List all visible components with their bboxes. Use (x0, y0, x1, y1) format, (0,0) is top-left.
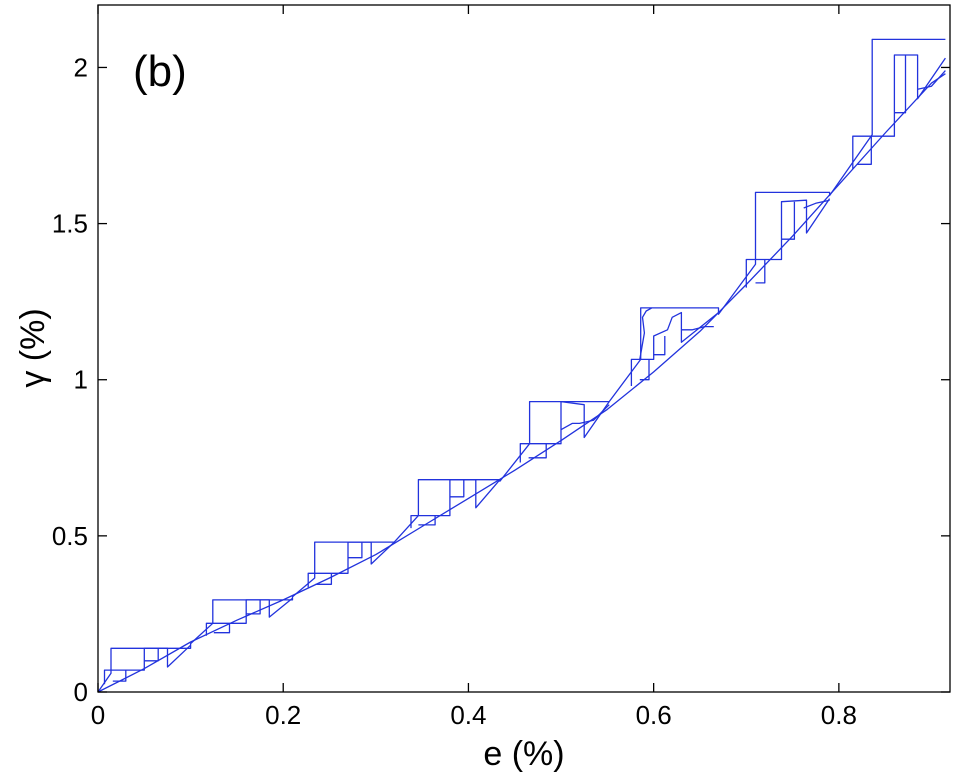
series-layer (97, 38, 946, 693)
ticks-layer: 0 0.2 0.4 0.6 0.8 0 0.5 1 1.5 2 (52, 5, 950, 730)
y-tick-label: 1 (74, 365, 88, 395)
series-line-12 (418, 515, 436, 526)
series-line-25 (803, 199, 830, 209)
series-line-5 (205, 597, 293, 636)
series-line-9 (315, 573, 333, 585)
x-tick-label: 0 (91, 700, 105, 730)
series-line-17 (630, 311, 719, 386)
series-line-19 (653, 336, 666, 356)
y-axis-label: γ (%) (14, 308, 52, 387)
series-line-10 (348, 542, 363, 559)
plot-frame (97, 4, 951, 693)
y-tick-label: 2 (74, 52, 88, 82)
x-tick-label: 0.4 (450, 700, 486, 730)
series-line-24 (781, 201, 796, 240)
series-line-28 (894, 55, 907, 114)
series-line-2 (103, 644, 192, 685)
series-line-15 (528, 443, 547, 459)
series-line-22 (745, 198, 831, 288)
series-line-4 (144, 648, 159, 662)
series-line-8 (307, 541, 395, 588)
series-line-14 (519, 400, 610, 463)
series-line-13 (449, 479, 465, 498)
series-line-6 (213, 623, 231, 634)
panel-label: (b) (133, 47, 187, 96)
x-tick-label: 0.6 (636, 700, 672, 730)
series-line-18 (639, 359, 650, 381)
series-line-21 (681, 325, 714, 331)
x-tick-label: 0.8 (821, 700, 857, 730)
series-line-7 (246, 599, 261, 615)
series-line-23 (755, 259, 766, 284)
series-line-29 (917, 70, 946, 90)
series-line-1 (97, 38, 946, 693)
y-tick-label: 0 (74, 677, 88, 707)
x-axis-label: e (%) (483, 735, 564, 773)
series-line-16 (560, 404, 610, 431)
series-line-27 (857, 136, 872, 165)
series-line-3 (112, 670, 127, 682)
series-line-20 (639, 307, 653, 360)
y-tick-label: 1.5 (52, 209, 88, 239)
series-line-11 (410, 479, 501, 529)
x-tick-label: 0.2 (265, 700, 301, 730)
y-tick-label: 0.5 (52, 521, 88, 551)
series-line-26 (852, 54, 946, 169)
